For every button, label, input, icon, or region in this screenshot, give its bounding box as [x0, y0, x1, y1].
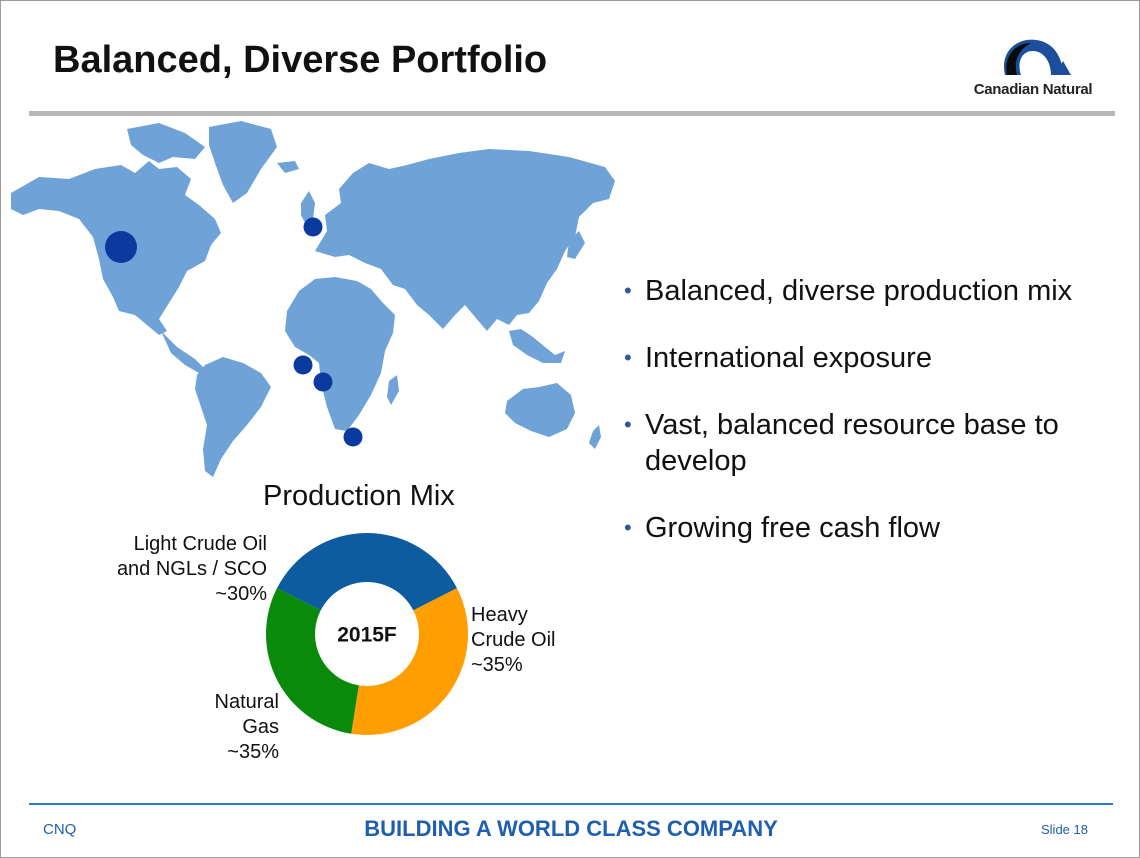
map-marker-south-africa	[343, 427, 363, 447]
slice-label-line: ~35%	[471, 654, 523, 676]
map-marker-gabon	[313, 372, 333, 392]
title-divider	[29, 111, 1115, 116]
bullet-item: • International exposure	[621, 340, 1121, 376]
donut-slice-heavy-crude	[277, 533, 457, 611]
map-markers	[105, 217, 363, 447]
slice-label-heavy-crude: Heavy Crude Oil ~35%	[471, 603, 555, 678]
bullet-dot-icon: •	[624, 412, 632, 437]
footer-ticker: CNQ	[43, 821, 77, 838]
map-land-greenland	[209, 121, 277, 203]
bullet-text: Growing free cash flow	[645, 512, 940, 544]
world-map	[11, 121, 615, 477]
bullet-dot-icon: •	[624, 345, 632, 370]
slice-label-line: Light Crude Oil	[133, 533, 267, 555]
production-mix-donut: 2015F	[266, 533, 468, 735]
bullet-list: • Balanced, diverse production mix • Inter…	[621, 273, 1121, 577]
donut-center-label: 2015F	[337, 624, 397, 647]
slice-label-light-crude: Light Crude Oil and NGLs / SCO ~30%	[91, 532, 267, 607]
page-title: Balanced, Diverse Portfolio	[53, 39, 548, 81]
map-land-japan	[567, 231, 585, 259]
bullet-text: Balanced, diverse production mix	[645, 275, 1073, 307]
map-land-central-america	[161, 331, 205, 373]
logo-mark-icon	[1003, 39, 1071, 75]
donut-slice-light-crude	[266, 588, 359, 734]
bullet-dot-icon: •	[624, 515, 632, 540]
slice-label-line: Gas	[242, 716, 279, 738]
slice-label-line: ~30%	[215, 583, 267, 605]
map-land-madagascar	[387, 375, 399, 405]
slide-number: Slide 18	[1041, 822, 1088, 837]
slice-label-natural-gas: Natural Gas ~35%	[151, 690, 279, 765]
company-logo: Canadian Natural	[959, 35, 1107, 101]
bullet-item: • Vast, balanced resource base to develop	[621, 407, 1085, 479]
map-marker-cote-divoire	[293, 355, 313, 375]
map-land-new-zealand	[589, 425, 601, 449]
map-land-south-america	[195, 357, 271, 477]
slice-label-line: Crude Oil	[471, 629, 556, 651]
footer-tagline: BUILDING A WORLD CLASS COMPANY	[364, 816, 778, 841]
map-land-africa	[285, 277, 395, 431]
map-land-europe-asia	[315, 149, 615, 331]
map-marker-north-america	[105, 231, 137, 263]
map-marker-north-sea	[303, 217, 323, 237]
bullet-text: Vast, balanced resource base to develop	[645, 409, 1059, 477]
donut-slice-natural-gas	[351, 588, 468, 735]
map-land-australia	[505, 383, 575, 437]
bullet-text: International exposure	[645, 342, 932, 374]
map-land-uk	[301, 191, 315, 223]
slice-label-line: ~35%	[227, 741, 279, 763]
bullet-item: • Growing free cash flow	[621, 510, 1121, 546]
chart-title: Production Mix	[263, 480, 455, 512]
slice-label-line: and NGLs / SCO	[116, 558, 267, 580]
map-land-iceland	[277, 161, 299, 173]
map-land-arctic-islands	[127, 123, 205, 163]
map-landmass	[11, 121, 615, 477]
slice-label-line: Heavy	[471, 604, 528, 626]
map-land-southeast-asia	[509, 329, 565, 363]
footer-divider	[29, 803, 1113, 805]
bullet-dot-icon: •	[624, 278, 632, 303]
logo-text: Canadian Natural	[973, 81, 1093, 98]
slice-label-line: Natural	[214, 691, 279, 713]
bullet-item: • Balanced, diverse production mix	[621, 273, 1121, 309]
